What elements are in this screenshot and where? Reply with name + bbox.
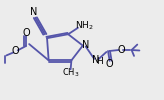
Text: O: O: [106, 59, 113, 69]
Text: H: H: [96, 57, 102, 66]
Text: N: N: [30, 7, 37, 17]
Text: O: O: [11, 46, 19, 56]
Text: N: N: [92, 55, 100, 65]
Text: CH$_3$: CH$_3$: [62, 66, 79, 79]
Text: NH$_2$: NH$_2$: [75, 19, 94, 32]
Text: O: O: [22, 28, 30, 38]
Text: N: N: [82, 40, 89, 50]
Text: O: O: [117, 44, 125, 54]
